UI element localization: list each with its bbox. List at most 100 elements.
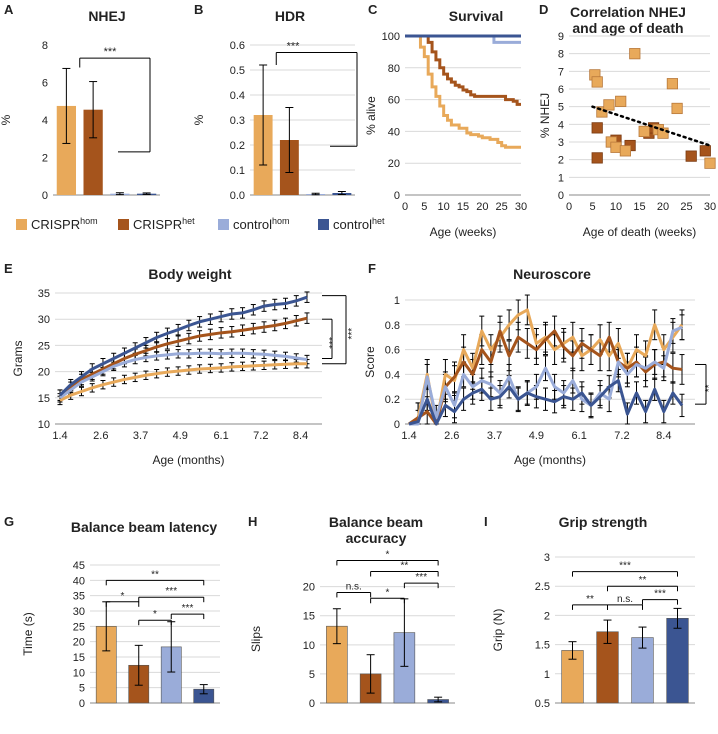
y-tick-label: 2: [558, 155, 564, 167]
x-tick-label: 10: [610, 201, 622, 213]
scatter-point-crispr-hom: [638, 125, 650, 137]
y-tick-label: 15: [38, 393, 50, 405]
x-tick-label: 3.7: [487, 430, 502, 442]
error-bar: [134, 644, 143, 686]
legend-swatch: [318, 219, 329, 230]
error-bar: [142, 192, 151, 195]
scatter-point-crispr-hom: [603, 99, 615, 111]
y-tick-label: 45: [73, 560, 85, 572]
x-tick-label: 1.4: [401, 430, 416, 442]
sig-label: ***: [619, 561, 631, 572]
y-tick-label: 20: [303, 582, 315, 594]
scatter-point-crispr-het: [591, 122, 603, 134]
x-tick-label: 7.2: [614, 430, 629, 442]
chart-title: accuracy: [346, 530, 407, 546]
scatter-point-crispr-hom: [704, 157, 716, 169]
error-bar: [62, 67, 71, 144]
panel-C: C Survival 0 20 40 60 80 100 0 5 10 15 20 25 30 % alive…: [364, 2, 527, 239]
legend-label-superscript: hom: [80, 216, 98, 226]
y-tick-label: 0: [309, 698, 315, 710]
error-bar: [259, 64, 268, 166]
legend-label-base: control: [333, 217, 372, 232]
x-tick-label: 15: [633, 201, 645, 213]
sig-label: **: [151, 569, 159, 580]
y-tick-label: 0: [394, 419, 400, 431]
sig-label: *: [386, 587, 390, 598]
y-tick-label: 20: [73, 637, 85, 649]
y-tick-label: 10: [73, 667, 85, 679]
legend-label: CRISPRhet: [133, 216, 195, 232]
sig-label: ***: [415, 572, 427, 583]
y-tick-label: 0.2: [385, 394, 400, 406]
panel-B: B HDR 0.0 0.1 0.2 0.3 0.4 0.5 0.6% ***: [192, 2, 358, 202]
y-tick-label: 0.3: [230, 115, 245, 127]
legend-label: controlhom: [233, 216, 290, 232]
neuroscore-line-control-hom: [409, 325, 683, 426]
panel-H: H Balance beamaccuracy05101520Slips******…: [248, 514, 455, 710]
legend-label-base: CRISPR: [133, 217, 182, 232]
legend-label: controlhet: [333, 216, 385, 232]
y-tick-label: 6: [42, 78, 48, 90]
y-tick-label: 0: [558, 190, 564, 202]
x-tick-label: 20: [476, 201, 488, 213]
y-axis-label: Grams: [11, 341, 25, 377]
y-tick-label: 40: [73, 575, 85, 587]
y-tick-label: 0.5: [230, 65, 245, 77]
error-bar: [638, 626, 647, 649]
y-tick-label: 3: [558, 137, 564, 149]
sig-label: **: [400, 561, 408, 572]
y-tick-label: 1: [558, 172, 564, 184]
y-tick-label: 3: [544, 552, 550, 564]
panel-label: B: [194, 2, 203, 17]
y-tick-label: 80: [388, 63, 400, 75]
chart-title: Survival: [449, 8, 503, 24]
panel-label: D: [539, 2, 548, 17]
panel-label: I: [484, 514, 488, 529]
panel-label: G: [4, 514, 14, 529]
legend-label-superscript: hom: [272, 216, 290, 226]
chart-title: NHEJ: [88, 8, 125, 24]
y-tick-label: 60: [388, 95, 400, 107]
x-tick-label: 30: [704, 201, 716, 213]
bar-control-het: [666, 618, 689, 704]
y-tick-label: 0.2: [230, 140, 245, 152]
survival-line-crispr-het: [405, 34, 521, 106]
weight-line-control-het: [58, 295, 308, 397]
y-tick-label: 0: [79, 698, 85, 710]
bar-crispr-hom: [56, 105, 77, 195]
y-tick-label: 2.5: [535, 581, 550, 593]
legend-label-base: control: [233, 217, 272, 232]
y-axis-label: % NHEJ: [538, 93, 552, 138]
y-axis-label: Grip (N): [491, 609, 505, 652]
y-tick-label: 8: [42, 40, 48, 52]
sig-label: ***: [347, 328, 358, 340]
y-tick-label: 5: [79, 683, 85, 695]
legend-label-base: CRISPR: [31, 217, 80, 232]
error-bar: [285, 107, 294, 173]
survival-line-crispr-hom: [405, 34, 521, 149]
x-tick-label: 5: [589, 201, 595, 213]
y-tick-label: 0.6: [385, 345, 400, 357]
y-tick-label: 20: [388, 158, 400, 170]
error-bar: [366, 654, 375, 694]
scatter-point-crispr-hom: [596, 106, 608, 118]
scatter-point-crispr-hom: [629, 48, 641, 60]
y-tick-label: 0.6: [230, 40, 245, 52]
y-tick-label: 0: [42, 190, 48, 202]
x-axis-label: Age (months): [514, 453, 586, 467]
x-tick-label: 20: [657, 201, 669, 213]
sig-label: ***: [287, 41, 301, 53]
y-tick-label: 0.4: [230, 90, 245, 102]
y-axis-label: Time (s): [21, 612, 35, 656]
sig-label: **: [639, 575, 647, 586]
x-tick-label: 0: [402, 201, 408, 213]
error-bar: [311, 192, 320, 196]
error-bar: [199, 684, 208, 695]
scatter-point-crispr-het: [685, 150, 697, 162]
y-tick-label: 30: [38, 314, 50, 326]
panel-E: E Body weight 10 15 20 25 30 35 1.4 2.6 3.7 4.9 6.1 7…: [4, 261, 358, 467]
panel-label: H: [248, 514, 257, 529]
sig-label: n.s.: [617, 594, 633, 605]
y-tick-label: 8: [558, 49, 564, 61]
